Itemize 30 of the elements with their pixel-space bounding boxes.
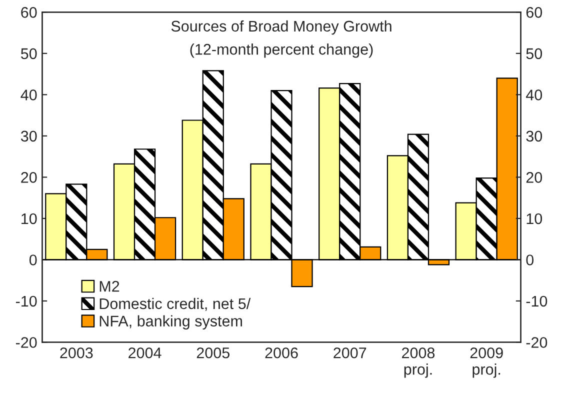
legend-label: Domestic credit, net 5/ [100, 298, 251, 311]
y-tick-label: 40 [20, 90, 37, 100]
y-tick-label: -20 [16, 337, 37, 348]
y2-tick-label: 50 [526, 48, 542, 60]
y2-tick-label: 20 [526, 172, 542, 183]
text: (12-month percent change) [190, 44, 373, 58]
x-tick-label: 2003 [60, 347, 93, 358]
y-tick-label: -10 [16, 296, 37, 307]
x-tick-label: 2005 [196, 347, 230, 358]
legend-label: M2 [100, 280, 120, 292]
y-tick-label: 30 [20, 130, 37, 142]
x-tick-label: 2007 [334, 347, 366, 358]
x-tick-label: 2008 proj. [402, 347, 435, 378]
y2-tick-label: -10 [526, 296, 548, 307]
y-tick-label: 20 [21, 172, 37, 183]
x-tick-label: 2004 [128, 347, 162, 358]
x-tick-label: 2009 proj. [470, 347, 503, 378]
legend-label: NFA, banking system [100, 315, 242, 330]
y2-tick-label: 0 [526, 254, 534, 266]
y2-tick-label: 60 [526, 7, 542, 18]
y2-tick-label: 10 [526, 213, 542, 224]
text: Sources of Broad Money Growth [171, 20, 392, 35]
y2-tick-label: -20 [526, 337, 548, 348]
y2-tick-label: 30 [526, 130, 542, 142]
x-tick-label: 2006 [265, 347, 298, 358]
y-tick-label: 60 [21, 7, 37, 18]
y-tick-label: 50 [20, 48, 37, 60]
y-tick-label: 10 [22, 213, 37, 224]
y-tick-label: 0 [29, 254, 37, 266]
y2-tick-label: 40 [526, 90, 542, 100]
